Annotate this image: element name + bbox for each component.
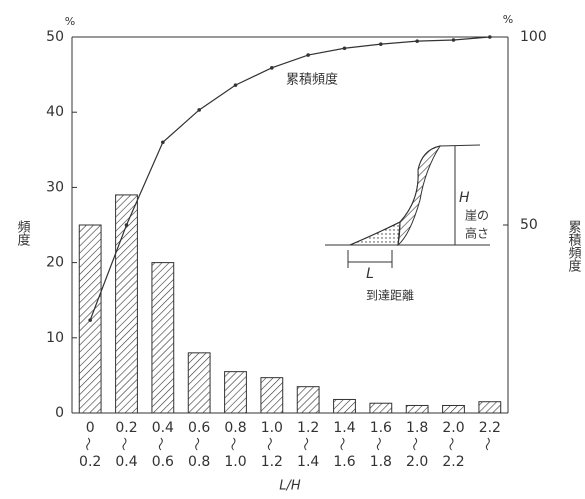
range-sign (232, 438, 235, 450)
x-tick-label: 0 (86, 420, 95, 436)
cumulative-point (234, 83, 238, 87)
x-tick-label: 1.2 (261, 454, 283, 470)
x-tick-label: 1.6 (370, 420, 392, 436)
x-tick-label: 1.6 (333, 454, 355, 470)
y-tick-label: 40 (46, 104, 64, 120)
y-label: 頻度 (15, 220, 31, 246)
x-tick-label: 1.8 (406, 420, 428, 436)
range-sign (341, 438, 344, 450)
cumulative-point (452, 38, 456, 42)
y-tick-label: 10 (46, 330, 64, 346)
bar (443, 405, 465, 413)
x-tick-label: 0.4 (115, 454, 137, 470)
bar (334, 399, 356, 413)
x-tick-label: 1.0 (261, 420, 283, 436)
y-tick-label: 50 (46, 29, 64, 45)
range-sign (123, 438, 126, 450)
x-tick-label: 1.2 (297, 420, 319, 436)
chart: % % 頻度 累積頻度 L/H 累積頻度 H 崖の 高さ L 到達距離 0 10 2… (0, 0, 585, 499)
x-tick-label: 0.6 (152, 454, 174, 470)
x-tick-label: 0.4 (152, 420, 174, 436)
cumulative-point (379, 42, 383, 46)
bar (152, 263, 174, 413)
x-tick-label: 0.2 (115, 420, 137, 436)
cumulative-point (415, 39, 419, 43)
y2-tick-label: 100 (520, 29, 547, 45)
y-tick-label: 20 (46, 255, 64, 271)
cumulative-point (125, 223, 129, 227)
range-sign (414, 438, 417, 450)
x-label: L/H (279, 479, 301, 494)
range-sign (87, 438, 90, 450)
cumulative-point (306, 53, 310, 57)
x-tick-label: 2.0 (406, 454, 428, 470)
inset-height: 崖の (465, 209, 489, 223)
y2-label: 累積頻度 (566, 220, 582, 272)
x-tick-label: 1.4 (297, 454, 319, 470)
range-sign (305, 438, 308, 450)
range-sign (196, 438, 199, 450)
range-sign (268, 438, 271, 450)
inset-height: 高さ (465, 226, 489, 241)
line-label: 累積頻度 (286, 72, 338, 88)
y-unit: % (65, 15, 75, 28)
x-tick-label: 0.2 (79, 454, 101, 470)
range-sign (486, 438, 489, 450)
bar (261, 378, 283, 413)
bar (406, 405, 428, 413)
cumulative-point (343, 46, 347, 50)
bar (225, 372, 247, 413)
y2-tick-label: 50 (520, 217, 538, 233)
bar (479, 402, 501, 413)
x-tick-label: 2.2 (442, 454, 464, 470)
y-tick-label: 30 (46, 179, 64, 195)
cumulative-point (88, 318, 92, 322)
x-tick-label: 0.8 (224, 420, 246, 436)
x-tick-label: 1.8 (370, 454, 392, 470)
cumulative-point (197, 108, 201, 112)
x-tick-label: 0.6 (188, 420, 210, 436)
x-tick-label: 1.0 (224, 454, 246, 470)
x-tick-label: 2.0 (442, 420, 464, 436)
cumulative-point (161, 140, 165, 144)
y2-unit: % (503, 13, 513, 26)
bar (188, 353, 210, 413)
bar (297, 387, 319, 413)
x-tick-label: 2.2 (479, 420, 501, 436)
range-sign (159, 438, 162, 450)
inset-h: H (459, 190, 470, 206)
bar (116, 195, 138, 413)
cumulative-point (270, 66, 274, 70)
range-sign (450, 438, 453, 450)
x-tick-label: 1.4 (333, 420, 355, 436)
inset-distance: 到達距離 (366, 289, 414, 303)
x-tick-label: 0.8 (188, 454, 210, 470)
bar (370, 403, 392, 413)
inset-l: L (366, 266, 374, 282)
range-sign (377, 438, 380, 450)
cumulative-point (488, 35, 492, 39)
inset-diagram (325, 145, 490, 268)
y-tick-label: 0 (55, 405, 64, 421)
